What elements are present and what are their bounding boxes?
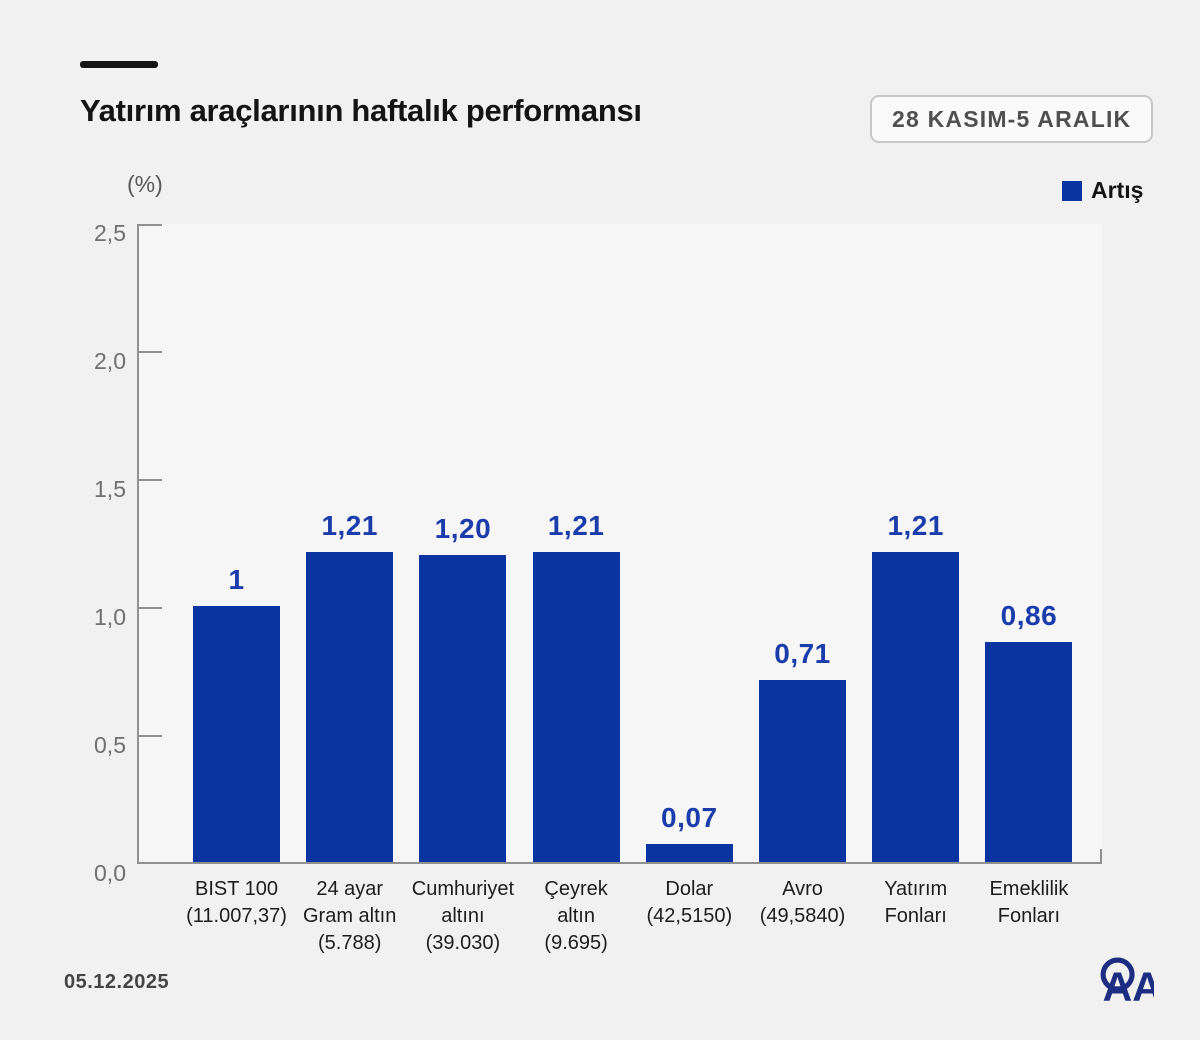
bar-value-label: 1,20 [434,513,492,544]
x-category-label-line: Avro [782,878,823,900]
bar-value-label: 1,21 [321,510,378,541]
legend-color-swatch [1062,180,1082,201]
aa-agency-logo: AA [1100,957,1154,1010]
aa-logo-circle [1100,957,1135,992]
y-tick [137,735,162,737]
bar [985,642,1073,862]
bar [193,606,280,862]
bar [645,844,733,862]
x-category-label: Çeyrek altın (9.695) [494,876,658,957]
bar-value-label: 1 [228,564,245,595]
x-category-label: 24 ayar Gram altın (5.788) [268,876,432,957]
y-tick-label: 0,0 [94,860,126,886]
bar-value-label: 0,71 [774,638,831,669]
x-category-label-line: Dolar [665,878,714,900]
y-axis [137,224,139,864]
x-axis [137,862,1102,864]
y-axis-unit-label: (%) [127,171,163,197]
x-axis-end-cap [1100,849,1102,864]
x-category-label-line: Fonları [997,905,1061,927]
y-tick-label: 2,5 [94,220,126,246]
bar [759,680,846,862]
x-category-label-line: Cumhuriyet [411,878,515,900]
bar-value-label: 1,21 [547,510,605,541]
bar [872,552,960,862]
x-category-label-line: Fonları [884,905,947,927]
x-category-label-line: altını [441,905,485,927]
publication-date: 05.12.2025 [64,971,170,993]
x-category-label: BIST 100 (11.007,37) [155,876,319,930]
x-category-label: Avro (49,5840) [721,876,885,930]
x-category-label-line: (49,5840) [759,905,846,927]
x-category-label-line: Emeklilik [989,878,1069,900]
x-category-label: Emeklilik Fonları [947,876,1111,930]
plot-area: 1 1,21 1,20 1,21 0,07 0,71 1,21 0,86 [137,224,1102,864]
x-category-label-line: altın [557,905,595,927]
legend: Artış [1062,177,1143,204]
x-category-label: Yatırım Fonları [834,876,998,930]
bar [306,552,394,862]
x-category-label-line: BIST 100 [194,878,279,900]
bar [419,555,507,862]
x-category-label-line: Çeyrek [544,878,608,900]
y-tick [137,607,162,609]
date-range-badge: 28 KASIM-5 ARALIK [870,95,1154,143]
x-category-label-line: (5.788) [318,932,382,954]
y-tick [137,351,162,353]
page-title: Yatırım araçlarının haftalık performansı [80,93,642,128]
bar-value-label: 1,21 [887,510,944,541]
y-tick-label: 1,5 [94,476,126,502]
y-tick-label: 2,0 [94,348,126,374]
x-category-label: Dolar (42,5150) [607,876,771,930]
y-tick-label: 0,5 [94,732,126,758]
x-category-label-line: (39.030) [425,932,501,954]
x-category-label-line: (11.007,37) [186,905,287,927]
legend-label: Artış [1091,177,1144,203]
y-tick [137,479,162,481]
x-category-label-line: (9.695) [544,932,608,954]
x-category-label-line: (42,5150) [646,905,733,927]
title-accent-dash [80,61,158,68]
x-category-label: Cumhuriyet altını (39.030) [381,876,545,957]
bar [532,552,620,862]
x-category-label-line: Yatırım [884,878,948,900]
y-tick-label: 1,0 [94,604,126,630]
y-tick [137,224,162,226]
x-category-label-line: 24 ayar [316,878,384,900]
x-category-label-line: Gram altın [303,905,397,927]
bar-value-label: 0,86 [1000,600,1058,631]
bar-value-label: 0,07 [661,802,718,833]
